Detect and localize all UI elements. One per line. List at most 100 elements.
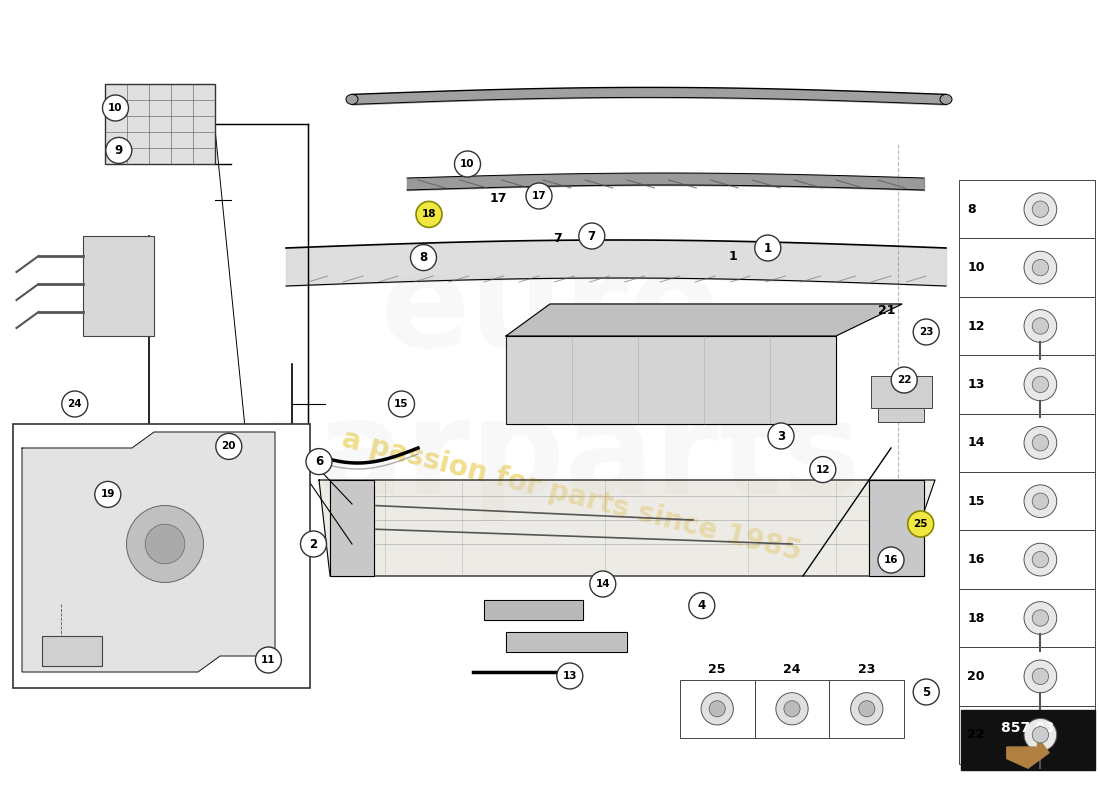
Bar xyxy=(959,647,1094,706)
Text: 10: 10 xyxy=(967,261,984,274)
Text: 7: 7 xyxy=(553,232,562,245)
Circle shape xyxy=(1024,543,1057,576)
Circle shape xyxy=(776,693,808,725)
Text: 23: 23 xyxy=(918,327,934,337)
Bar xyxy=(959,414,1094,472)
Circle shape xyxy=(701,693,734,725)
Polygon shape xyxy=(319,480,935,576)
Bar xyxy=(82,236,154,336)
Bar xyxy=(959,589,1094,647)
Text: 18: 18 xyxy=(967,611,984,625)
Bar xyxy=(829,680,904,738)
Circle shape xyxy=(300,531,327,557)
Polygon shape xyxy=(330,480,374,576)
Bar xyxy=(959,706,1094,764)
Circle shape xyxy=(216,434,242,459)
Bar xyxy=(961,710,1094,770)
Bar xyxy=(13,424,310,688)
Text: 15: 15 xyxy=(967,494,984,508)
Text: 13: 13 xyxy=(562,671,578,681)
Polygon shape xyxy=(484,600,583,620)
Bar xyxy=(104,84,214,164)
Circle shape xyxy=(1032,201,1048,218)
Polygon shape xyxy=(1006,738,1049,768)
Circle shape xyxy=(1032,668,1048,685)
Text: 16: 16 xyxy=(883,555,899,565)
Text: 11: 11 xyxy=(261,655,276,665)
Circle shape xyxy=(1024,251,1057,284)
Text: 23: 23 xyxy=(858,663,876,676)
Text: 17: 17 xyxy=(531,191,547,201)
Text: 1: 1 xyxy=(728,250,737,262)
Ellipse shape xyxy=(346,94,358,104)
Circle shape xyxy=(859,701,874,717)
Text: 22: 22 xyxy=(896,375,912,385)
Text: 17: 17 xyxy=(490,192,507,205)
Circle shape xyxy=(1024,602,1057,634)
Circle shape xyxy=(106,138,132,163)
Polygon shape xyxy=(506,304,902,336)
Circle shape xyxy=(126,506,204,582)
Ellipse shape xyxy=(940,94,952,104)
Text: 12: 12 xyxy=(815,465,830,474)
Circle shape xyxy=(768,423,794,449)
Circle shape xyxy=(913,319,939,345)
Text: a passion for parts since 1985: a passion for parts since 1985 xyxy=(339,426,805,566)
Circle shape xyxy=(689,593,715,618)
Circle shape xyxy=(1024,660,1057,693)
Circle shape xyxy=(1024,310,1057,342)
Polygon shape xyxy=(506,632,627,652)
Text: 16: 16 xyxy=(967,553,984,566)
Text: 14: 14 xyxy=(967,436,984,450)
Text: 857 03: 857 03 xyxy=(1001,721,1055,734)
Text: 3: 3 xyxy=(777,430,785,442)
Circle shape xyxy=(590,571,616,597)
Circle shape xyxy=(908,511,934,537)
Text: 19: 19 xyxy=(100,490,116,499)
Circle shape xyxy=(145,524,185,564)
Text: 4: 4 xyxy=(697,599,706,612)
Circle shape xyxy=(62,391,88,417)
Circle shape xyxy=(810,457,836,482)
Circle shape xyxy=(579,223,605,249)
Text: 13: 13 xyxy=(967,378,984,391)
Circle shape xyxy=(850,693,883,725)
Text: 22: 22 xyxy=(967,728,984,742)
Polygon shape xyxy=(506,336,836,424)
Circle shape xyxy=(1024,193,1057,226)
Text: 24: 24 xyxy=(67,399,82,409)
Text: 9: 9 xyxy=(114,144,123,157)
Bar xyxy=(42,636,102,666)
Bar xyxy=(871,376,932,408)
Bar xyxy=(959,238,1094,297)
Circle shape xyxy=(1024,426,1057,459)
Circle shape xyxy=(1032,318,1048,334)
Text: 20: 20 xyxy=(221,442,236,451)
Circle shape xyxy=(306,449,332,474)
Text: euro
carparts: euro carparts xyxy=(239,247,861,521)
Circle shape xyxy=(1032,376,1048,393)
Circle shape xyxy=(255,647,282,673)
Circle shape xyxy=(1032,726,1048,743)
Circle shape xyxy=(1032,493,1048,510)
Circle shape xyxy=(557,663,583,689)
Bar xyxy=(755,680,829,738)
Circle shape xyxy=(102,95,129,121)
Text: 2: 2 xyxy=(309,538,318,550)
Circle shape xyxy=(526,183,552,209)
Text: 18: 18 xyxy=(421,210,437,219)
Circle shape xyxy=(1024,718,1057,751)
Circle shape xyxy=(1032,551,1048,568)
Bar xyxy=(680,680,755,738)
Text: 1: 1 xyxy=(763,242,772,254)
Text: 12: 12 xyxy=(967,319,984,333)
Text: 8: 8 xyxy=(419,251,428,264)
Circle shape xyxy=(1024,485,1057,518)
Circle shape xyxy=(1032,610,1048,626)
Text: 21: 21 xyxy=(878,304,895,317)
Circle shape xyxy=(878,547,904,573)
Text: 10: 10 xyxy=(460,159,475,169)
Circle shape xyxy=(710,701,725,717)
Text: 5: 5 xyxy=(922,686,931,698)
Text: 7: 7 xyxy=(587,230,596,242)
